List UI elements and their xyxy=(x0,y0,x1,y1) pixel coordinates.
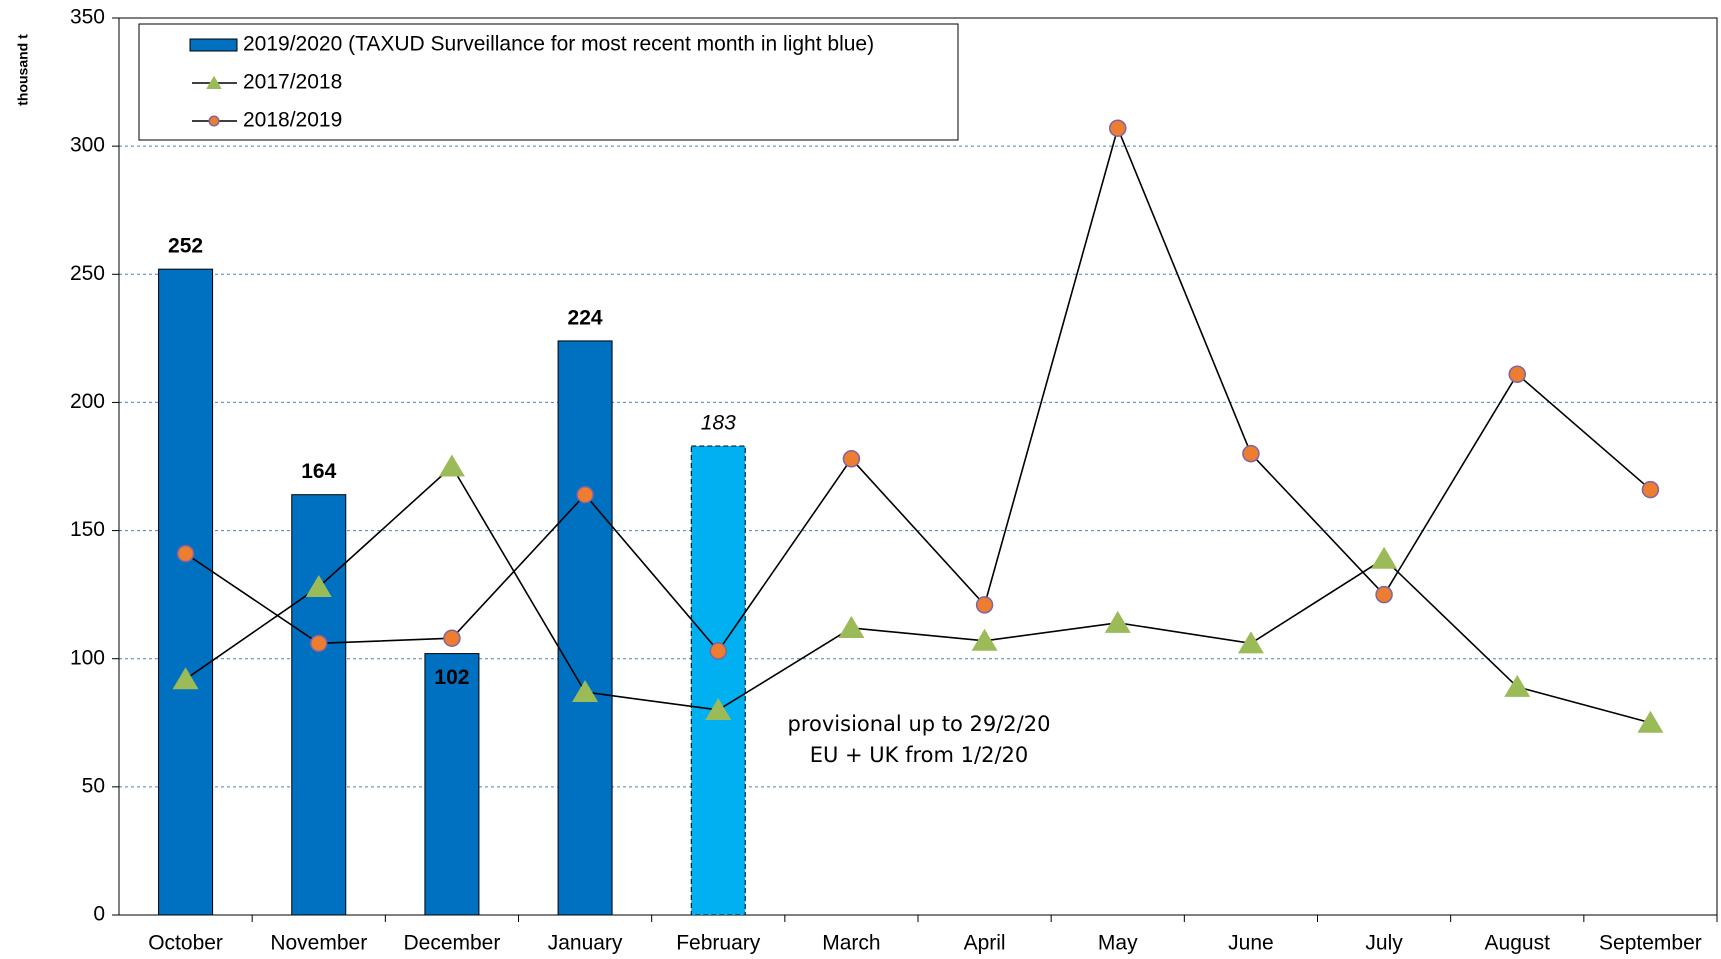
annotation: EU + UK from 1/2/20 xyxy=(810,743,1029,767)
bar xyxy=(424,653,480,916)
x-tick-label: February xyxy=(676,932,761,955)
y-tick-label: 100 xyxy=(70,646,105,669)
x-tick-label: December xyxy=(403,932,500,955)
marker xyxy=(705,697,732,720)
marker xyxy=(838,615,865,638)
y-tick-label: 350 xyxy=(70,6,105,29)
bar xyxy=(158,268,214,916)
x-tick-label: March xyxy=(822,932,880,955)
marker xyxy=(576,485,594,504)
marker xyxy=(1508,365,1526,383)
marker xyxy=(1237,631,1264,654)
y-tick-label: 0 xyxy=(93,903,105,926)
marker xyxy=(176,544,195,563)
marker xyxy=(443,629,461,647)
legend-label: 2018/2019 xyxy=(243,109,342,132)
line xyxy=(185,125,1651,653)
legend-label: 2019/2020 (TAXUD Surveillance for most r… xyxy=(243,33,874,56)
marker xyxy=(1109,119,1127,137)
x-tick-label: September xyxy=(1599,932,1702,955)
data-label: 183 xyxy=(701,412,736,435)
marker xyxy=(310,634,328,653)
y-tick-label: 50 xyxy=(82,774,105,797)
marker xyxy=(305,574,332,597)
marker xyxy=(1504,674,1531,697)
bar xyxy=(291,494,347,916)
legend-box xyxy=(138,23,959,141)
marker xyxy=(971,628,998,651)
x-tick-label: October xyxy=(148,932,223,955)
y-tick-label: 200 xyxy=(70,390,105,413)
marker xyxy=(1641,480,1660,499)
x-tick-label: May xyxy=(1098,932,1138,955)
marker xyxy=(1242,444,1260,463)
legend-label: 2017/2018 xyxy=(243,71,342,94)
x-tick-label: January xyxy=(548,932,623,955)
marker xyxy=(975,596,994,614)
y-axis-label: thousand t xyxy=(15,34,31,106)
data-label: 252 xyxy=(168,235,203,258)
annotation: provisional up to 29/2/20 xyxy=(788,712,1051,736)
data-label: 224 xyxy=(568,306,603,329)
x-tick-label: April xyxy=(964,932,1006,955)
legend-swatch xyxy=(189,38,238,52)
marker xyxy=(842,450,861,468)
y-tick-label: 150 xyxy=(70,518,105,541)
y-tick-label: 250 xyxy=(70,262,105,285)
marker xyxy=(172,667,199,690)
plot-frame xyxy=(118,17,1718,916)
x-tick-label: August xyxy=(1485,932,1551,955)
data-label: 102 xyxy=(434,666,469,689)
bar xyxy=(557,340,613,916)
legend-marker xyxy=(206,75,222,89)
x-tick-label: November xyxy=(270,932,367,955)
bar xyxy=(690,445,746,916)
marker xyxy=(1104,610,1131,633)
legend-marker xyxy=(208,115,220,127)
marker xyxy=(1637,710,1664,733)
x-tick-label: July xyxy=(1365,932,1403,955)
line xyxy=(185,465,1651,724)
marker xyxy=(1371,546,1398,569)
marker xyxy=(1375,585,1393,604)
data-label: 164 xyxy=(301,460,336,483)
marker xyxy=(709,642,727,660)
x-tick-label: June xyxy=(1228,932,1274,955)
y-tick-label: 300 xyxy=(70,134,105,157)
marker xyxy=(438,454,465,477)
marker xyxy=(572,680,599,703)
